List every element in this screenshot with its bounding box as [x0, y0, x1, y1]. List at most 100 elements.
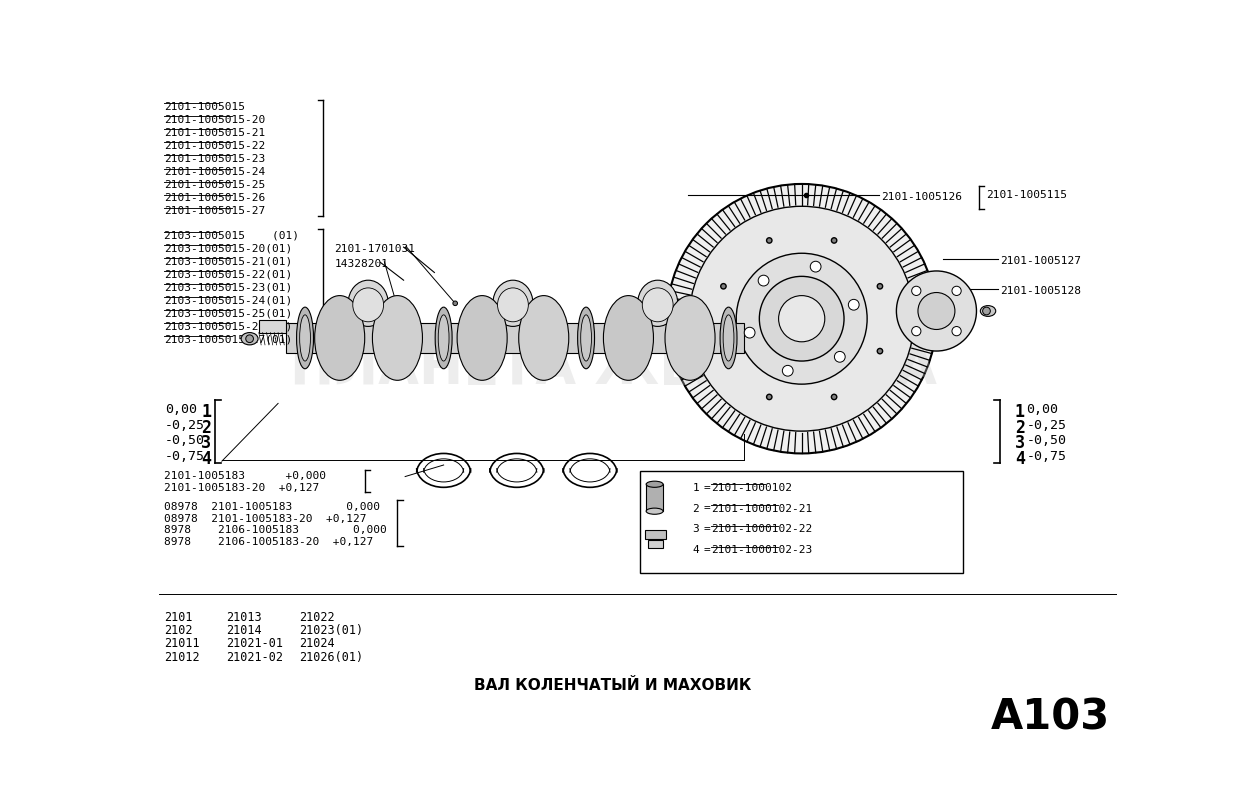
Circle shape	[453, 301, 457, 305]
Text: 21022: 21022	[299, 611, 335, 624]
Text: А103: А103	[991, 696, 1109, 738]
Text: 21024: 21024	[299, 638, 335, 650]
Ellipse shape	[720, 307, 737, 369]
Text: 08978  2101-1005183        0,000: 08978 2101-1005183 0,000	[164, 502, 380, 512]
Ellipse shape	[580, 315, 591, 361]
Circle shape	[896, 271, 976, 351]
Text: 2101: 2101	[164, 611, 193, 624]
Ellipse shape	[646, 481, 664, 487]
Ellipse shape	[980, 305, 996, 316]
Circle shape	[832, 394, 837, 400]
Ellipse shape	[242, 332, 258, 345]
Bar	[259, 320, 286, 332]
Text: 0,00: 0,00	[1027, 403, 1058, 417]
Text: 2101-1005015-23: 2101-1005015-23	[164, 154, 265, 164]
Ellipse shape	[315, 296, 365, 380]
Bar	[286, 323, 745, 353]
Text: 2103-1005015    (01): 2103-1005015 (01)	[164, 230, 299, 240]
Circle shape	[767, 238, 772, 243]
Text: 2101-1005127: 2101-1005127	[1000, 256, 1082, 266]
Text: 21013: 21013	[227, 611, 263, 624]
Text: 3: 3	[1015, 434, 1025, 452]
Text: 1: 1	[692, 483, 700, 493]
Ellipse shape	[352, 288, 383, 322]
Ellipse shape	[642, 288, 674, 322]
Text: =: =	[703, 503, 710, 514]
Text: 2: 2	[202, 419, 212, 436]
Text: 2101-1005015-27: 2101-1005015-27	[164, 206, 265, 216]
Circle shape	[721, 284, 726, 289]
Text: 2101-1005015-26: 2101-1005015-26	[164, 193, 265, 204]
Text: -0,25: -0,25	[1027, 419, 1067, 432]
Text: -0,25: -0,25	[164, 419, 205, 432]
Circle shape	[952, 327, 961, 335]
Circle shape	[832, 238, 837, 243]
Bar	[646, 484, 664, 511]
Text: -0,50: -0,50	[1027, 434, 1067, 448]
Text: 2101-1701031: 2101-1701031	[335, 244, 416, 254]
Text: 21026(01): 21026(01)	[299, 650, 364, 664]
Text: 21021-01: 21021-01	[227, 638, 284, 650]
Ellipse shape	[300, 315, 310, 361]
Circle shape	[878, 284, 883, 289]
Text: 2103-1005015-27(01): 2103-1005015-27(01)	[164, 335, 293, 345]
Text: 2103-1005015-22(01): 2103-1005015-22(01)	[164, 270, 293, 279]
Text: 4: 4	[202, 450, 212, 467]
Text: 2101-1005015-20: 2101-1005015-20	[164, 114, 265, 125]
Circle shape	[911, 286, 921, 296]
Text: 8978    2106-1005183-20  +0,127: 8978 2106-1005183-20 +0,127	[164, 537, 374, 547]
Text: 2101-1000102-23: 2101-1000102-23	[711, 545, 812, 555]
Text: 3: 3	[692, 524, 700, 534]
Text: 2101-1000102-21: 2101-1000102-21	[711, 503, 812, 514]
Circle shape	[690, 206, 914, 431]
Text: 2101-1005015-22: 2101-1005015-22	[164, 141, 265, 151]
Text: 1: 1	[202, 403, 212, 421]
Text: -0,50: -0,50	[164, 434, 205, 448]
Text: ВАЛ КОЛЕНЧАТЫЙ И МАХОВИК: ВАЛ КОЛЕНЧАТЫЙ И МАХОВИК	[474, 677, 752, 692]
Text: 2103-1005015-24(01): 2103-1005015-24(01)	[164, 296, 293, 305]
Bar	[640, 471, 964, 573]
Text: ПЛАНЕТА ЖЕЛЕЗЯКА: ПЛАНЕТА ЖЕЛЕЗЯКА	[290, 343, 936, 395]
Text: 0,00: 0,00	[164, 403, 197, 417]
Text: 2102: 2102	[164, 624, 193, 638]
Circle shape	[721, 348, 726, 354]
Text: 2: 2	[692, 503, 700, 514]
Text: 21021-02: 21021-02	[227, 650, 284, 664]
Circle shape	[952, 286, 961, 296]
Circle shape	[918, 293, 955, 329]
Circle shape	[778, 296, 824, 342]
Ellipse shape	[493, 280, 533, 327]
Circle shape	[736, 254, 867, 384]
Text: 2101-1000102-22: 2101-1000102-22	[711, 524, 812, 534]
Ellipse shape	[457, 296, 507, 380]
Text: 4: 4	[692, 545, 700, 555]
Ellipse shape	[372, 296, 422, 380]
Text: =: =	[703, 545, 710, 555]
Ellipse shape	[723, 315, 735, 361]
Ellipse shape	[498, 288, 528, 322]
Text: 2101-1005183      +0,000: 2101-1005183 +0,000	[164, 471, 326, 481]
Circle shape	[745, 328, 754, 338]
Text: 21012: 21012	[164, 650, 199, 664]
Ellipse shape	[519, 296, 569, 380]
Ellipse shape	[296, 307, 314, 369]
Text: 2101-1005126: 2101-1005126	[881, 192, 962, 202]
Circle shape	[834, 351, 845, 363]
Circle shape	[759, 277, 844, 361]
Bar	[647, 541, 664, 549]
Circle shape	[667, 184, 936, 453]
Text: 8978    2106-1005183        0,000: 8978 2106-1005183 0,000	[164, 525, 387, 535]
Text: 2103-1005015-25(01): 2103-1005015-25(01)	[164, 308, 293, 319]
Ellipse shape	[578, 307, 595, 369]
Text: 2101-1005015-21: 2101-1005015-21	[164, 128, 265, 138]
Text: 2103-1005015-21(01): 2103-1005015-21(01)	[164, 256, 293, 266]
Text: 2101-1005015-24: 2101-1005015-24	[164, 167, 265, 177]
Text: 2103-1005015-26(01): 2103-1005015-26(01)	[164, 322, 293, 332]
Circle shape	[878, 348, 883, 354]
Ellipse shape	[438, 315, 449, 361]
Circle shape	[848, 300, 859, 310]
Circle shape	[782, 366, 793, 376]
Ellipse shape	[436, 307, 452, 369]
Text: 2101-1005128: 2101-1005128	[1000, 286, 1082, 297]
Text: 4: 4	[1015, 450, 1025, 467]
